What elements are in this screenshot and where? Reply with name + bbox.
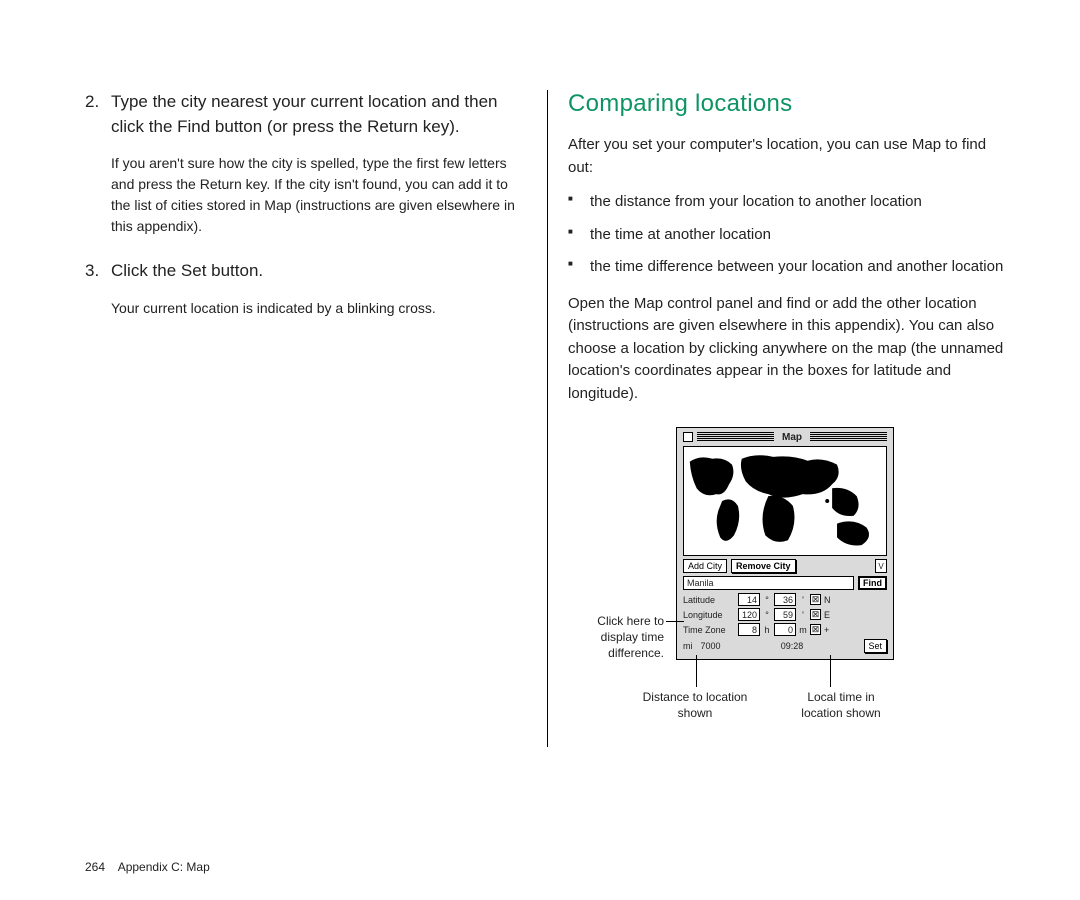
tz-m-input[interactable]: 0: [774, 623, 796, 636]
step-2-detail: If you aren't sure how the city is spell…: [111, 153, 527, 237]
lat-hemi-label: N: [824, 595, 834, 605]
lead-line-time: [830, 655, 831, 687]
min-symbol-2: ': [799, 610, 807, 620]
step-3-text: Click the Set button.: [111, 261, 263, 280]
step-2: 2. Type the city nearest your current lo…: [85, 90, 527, 245]
latitude-label: Latitude: [683, 595, 735, 605]
lat-deg-input[interactable]: 14: [738, 593, 760, 606]
bullet-2: the time at another location: [568, 224, 1010, 247]
m-symbol: m: [799, 625, 807, 635]
lon-deg-input[interactable]: 120: [738, 608, 760, 621]
lead-line-tz: [666, 621, 684, 622]
map-control-panel: Map: [676, 427, 894, 660]
callout-timezone: Click here to display time difference.: [566, 613, 664, 662]
lead-line-dist: [696, 655, 697, 687]
footer-text: Appendix C: Map: [118, 860, 210, 874]
titlebar[interactable]: Map: [683, 430, 887, 444]
lon-min-input[interactable]: 59: [774, 608, 796, 621]
tz-h-input[interactable]: 8: [738, 623, 760, 636]
timezone-row: Time Zone 8 h 0 m ⊠ +: [683, 623, 887, 636]
city-input[interactable]: Manila: [683, 576, 854, 590]
page-footer: 264 Appendix C: Map: [85, 860, 210, 874]
callout-time: Local time in location shown: [786, 689, 896, 721]
add-city-button[interactable]: Add City: [683, 559, 727, 573]
callout-distance: Distance to location shown: [640, 689, 750, 721]
page-number: 264: [85, 860, 105, 874]
step-3-detail: Your current location is indicated by a …: [111, 298, 436, 319]
longitude-row: Longitude 120 ° 59 ' ⊠ E: [683, 608, 887, 621]
tz-sign-checkbox[interactable]: ⊠: [810, 624, 821, 635]
latitude-row: Latitude 14 ° 36 ' ⊠ N: [683, 593, 887, 606]
distance-value: 7000: [701, 641, 721, 651]
set-button[interactable]: Set: [864, 639, 888, 653]
world-map-svg: [684, 447, 886, 555]
step-2-number: 2.: [85, 90, 111, 245]
titlebar-stripes-right: [810, 432, 887, 442]
remove-city-button[interactable]: Remove City: [731, 559, 796, 573]
world-map[interactable]: [683, 446, 887, 556]
step-3-number: 3.: [85, 259, 111, 327]
deg-symbol: °: [763, 595, 771, 605]
h-symbol: h: [763, 625, 771, 635]
time-value: 09:28: [781, 641, 804, 651]
min-symbol: ': [799, 595, 807, 605]
lat-hemi-checkbox[interactable]: ⊠: [810, 594, 821, 605]
bottom-row: mi 7000 09:28 Set: [683, 639, 887, 653]
bullet-3: the time difference between your locatio…: [568, 256, 1010, 279]
window-title: Map: [778, 432, 806, 443]
titlebar-stripes: [697, 432, 774, 442]
tz-sign-label: +: [824, 625, 834, 635]
deg-symbol-2: °: [763, 610, 771, 620]
scroll-down-icon[interactable]: V: [875, 559, 887, 573]
figure: Map: [568, 427, 1010, 747]
lon-hemi-checkbox[interactable]: ⊠: [810, 609, 821, 620]
para-2: Open the Map control panel and find or a…: [568, 293, 1010, 406]
step-2-text: Type the city nearest your current locat…: [111, 92, 498, 136]
lon-hemi-label: E: [824, 610, 834, 620]
longitude-label: Longitude: [683, 610, 735, 620]
find-button[interactable]: Find: [858, 576, 887, 590]
step-3: 3. Click the Set button. Your current lo…: [85, 259, 527, 327]
section-heading: Comparing locations: [568, 90, 1010, 118]
close-icon[interactable]: [683, 432, 693, 442]
lat-min-input[interactable]: 36: [774, 593, 796, 606]
mi-label: mi: [683, 641, 693, 651]
intro-para: After you set your computer's location, …: [568, 134, 1010, 179]
bullet-list: the distance from your location to anoth…: [568, 191, 1010, 279]
timezone-label[interactable]: Time Zone: [683, 625, 735, 635]
bullet-1: the distance from your location to anoth…: [568, 191, 1010, 214]
